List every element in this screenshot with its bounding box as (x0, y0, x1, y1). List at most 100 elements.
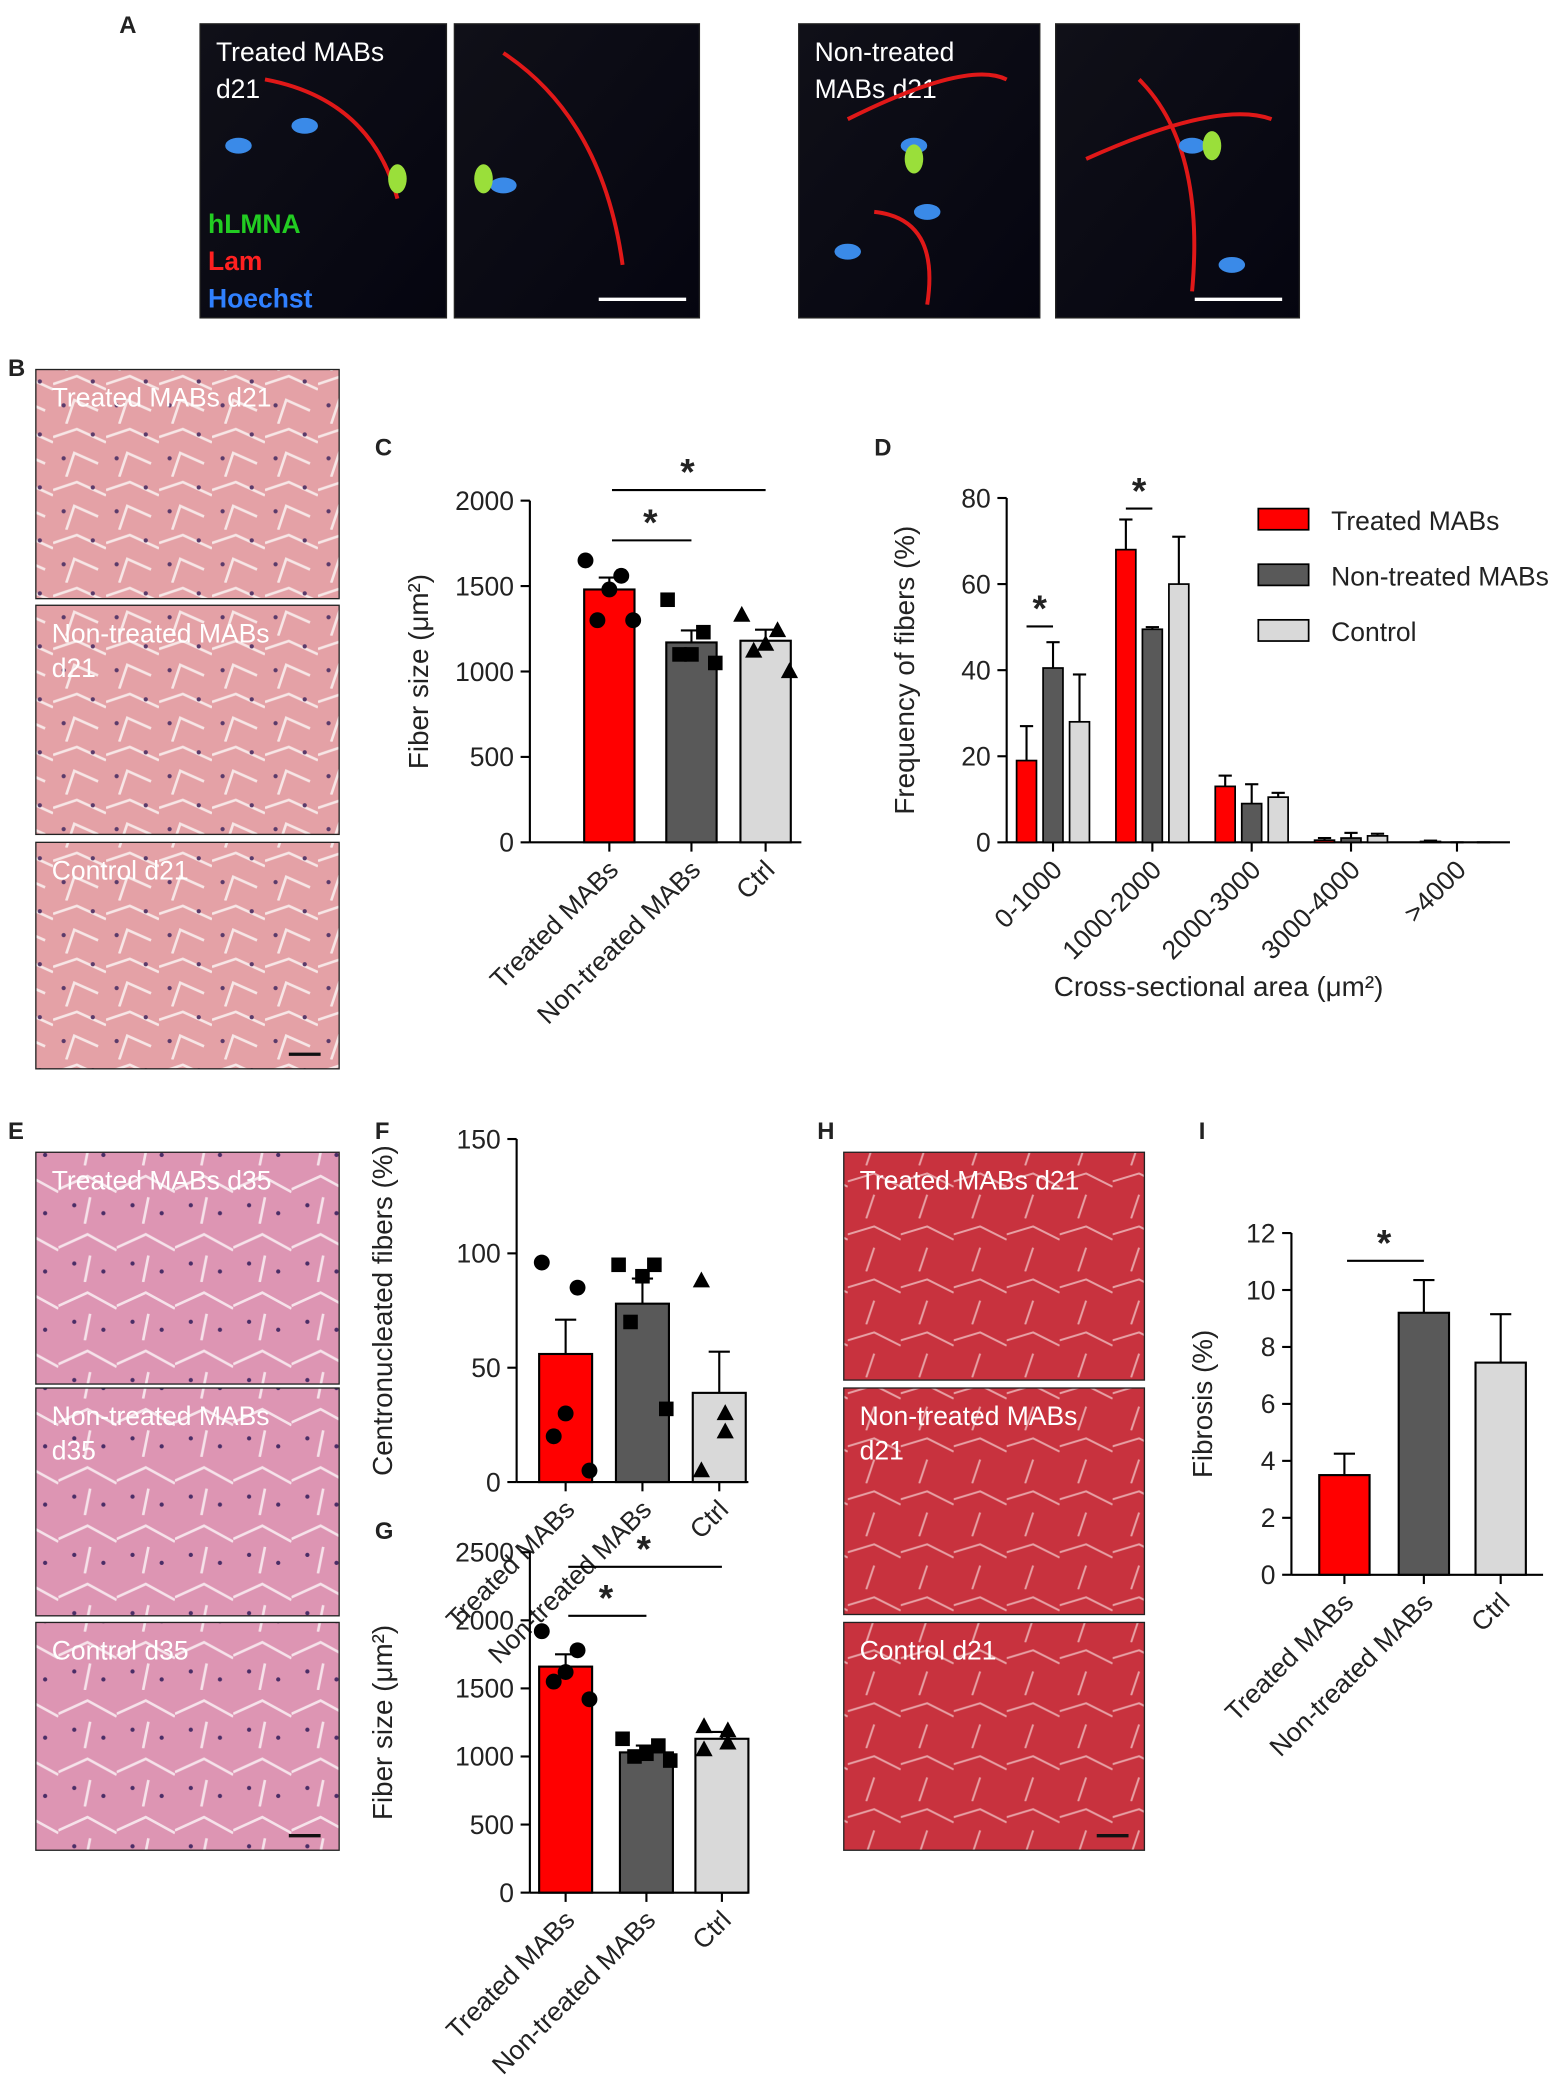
bar (1318, 1474, 1371, 1576)
y-tick-label: 100 (457, 1239, 501, 1269)
fiber-outline (846, 72, 1008, 121)
data-point (569, 1642, 586, 1659)
y-axis-label: Frequency of fibers (%) (889, 526, 920, 815)
micrograph (35, 1621, 340, 1851)
nucleus (913, 203, 941, 220)
y-tick-label: 40 (961, 655, 990, 685)
data-point (692, 1461, 710, 1478)
panel-letter: A (119, 12, 136, 39)
legend-label: Non-treated MABs (1331, 561, 1549, 591)
micrograph (35, 1387, 340, 1617)
micrograph (35, 604, 340, 836)
y-axis-label: Fibrosis (%) (1187, 1330, 1218, 1478)
legend-swatch (1257, 618, 1310, 642)
data-point (635, 1268, 650, 1284)
fiber-outline (874, 209, 932, 305)
data-point (557, 1405, 574, 1422)
y-tick-label: 2 (1261, 1503, 1276, 1533)
data-point (533, 1623, 550, 1640)
data-point (780, 662, 799, 679)
data-point (695, 1740, 713, 1757)
bar (1168, 583, 1190, 844)
y-axis-label: Fiber size (μm²) (403, 574, 434, 769)
micrograph (453, 23, 701, 319)
data-point (589, 612, 606, 629)
x-tick-label: 2000-3000 (1156, 855, 1267, 966)
nucleus (1218, 256, 1246, 273)
data-point (716, 1422, 734, 1439)
data-point (533, 1254, 550, 1271)
panel-letter: B (8, 355, 25, 382)
hlmna-nucleus (904, 144, 924, 174)
bar (1267, 796, 1289, 844)
hlmna-nucleus (1202, 131, 1222, 161)
data-point (545, 1428, 562, 1445)
data-point (639, 1746, 654, 1762)
data-point (647, 1257, 662, 1273)
nucleus (834, 243, 861, 260)
data-point (768, 621, 787, 638)
bar (1474, 1361, 1527, 1576)
bar (1340, 837, 1362, 844)
data-point (545, 1673, 562, 1690)
y-tick-label: 500 (470, 742, 514, 772)
data-point (695, 1717, 713, 1734)
nucleus (490, 177, 517, 194)
y-axis-label: Centronucleated fibers (%) (367, 1145, 398, 1476)
data-point (757, 634, 775, 651)
significance-label: * (643, 501, 658, 543)
y-tick-label: 8 (1261, 1332, 1276, 1362)
nucleus (225, 137, 252, 154)
bar (1015, 759, 1038, 844)
x-tick-label: Ctrl (730, 855, 780, 905)
y-tick-label: 2500 (455, 1538, 514, 1568)
image-label: Treated MABs d21 (52, 383, 272, 413)
stain-label: hLMNA (208, 209, 301, 239)
hlmna-nucleus (474, 164, 493, 194)
data-point (615, 1731, 630, 1747)
fiber-outline (1137, 78, 1197, 292)
x-tick-label: >4000 (1398, 855, 1472, 929)
x-tick-label: Ctrl (686, 1905, 736, 1955)
data-point (557, 1664, 574, 1681)
data-point (623, 1314, 638, 1330)
bar (583, 588, 636, 844)
image-label: Treated MABs d21 (860, 1165, 1080, 1195)
data-point (581, 1462, 598, 1479)
legend-swatch (1257, 507, 1310, 531)
panel-letter: D (874, 435, 891, 462)
nucleus (291, 117, 318, 134)
data-point (651, 1738, 666, 1753)
image-label: d21 (860, 1436, 904, 1466)
stain-label: Lam (208, 246, 262, 276)
y-tick-label: 0 (499, 1878, 514, 1908)
fiber-outline (502, 51, 625, 266)
data-point (625, 612, 642, 629)
data-point (613, 567, 630, 584)
data-point (696, 624, 711, 640)
x-tick-label: 1000-2000 (1056, 855, 1167, 966)
bar (1068, 720, 1091, 844)
significance-label: * (680, 451, 695, 493)
bar (618, 1751, 674, 1894)
y-tick-label: 1000 (455, 1742, 514, 1772)
data-point (569, 1279, 586, 1296)
bar (1397, 1311, 1451, 1576)
image-label: Non-treated MABs (52, 1401, 270, 1431)
y-tick-label: 2000 (455, 1606, 514, 1636)
data-point (581, 1691, 598, 1708)
y-tick-label: 2000 (455, 486, 514, 516)
micrograph (35, 841, 340, 1070)
data-point (692, 1271, 710, 1288)
panel-letter: H (817, 1118, 834, 1145)
panel-letter: C (375, 435, 392, 462)
image-label: d21 (52, 653, 96, 683)
data-point (662, 1753, 678, 1768)
significance-label: * (1377, 1222, 1392, 1264)
legend-swatch (1257, 563, 1310, 587)
bar (1366, 835, 1389, 844)
image-label: d21 (216, 74, 260, 104)
bar (665, 641, 718, 844)
